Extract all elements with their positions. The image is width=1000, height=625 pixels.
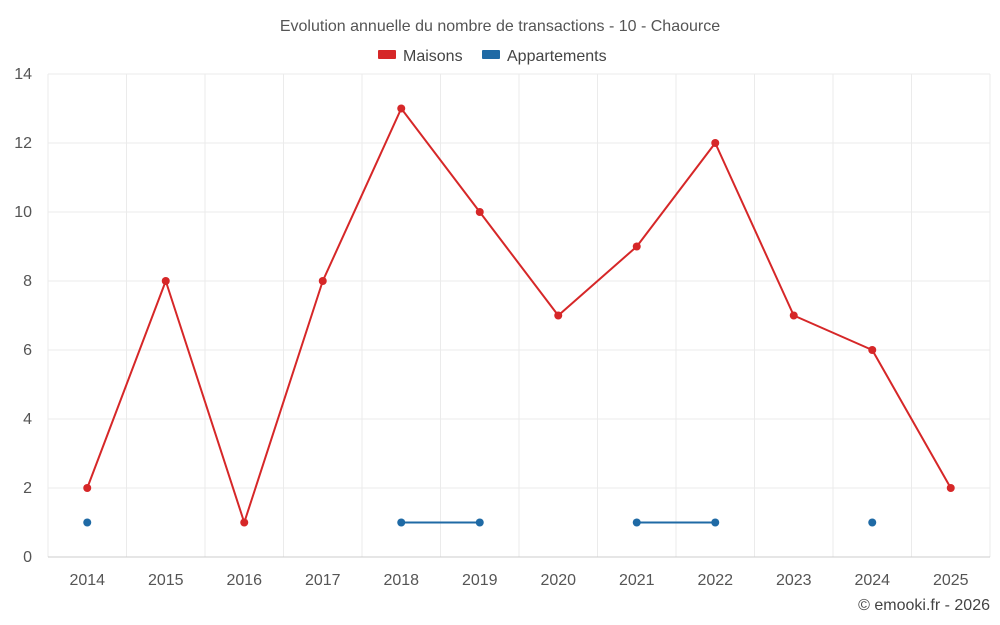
chart-title: Evolution annuelle du nombre de transact… <box>280 18 720 35</box>
x-tick-label: 2015 <box>148 572 184 589</box>
legend-item-appartements[interactable]: Appartements <box>482 48 607 65</box>
x-tick-label: 2017 <box>305 572 341 589</box>
data-point-maisons-2016 <box>240 518 249 527</box>
x-tick-label: 2014 <box>69 572 105 589</box>
data-point-appartements-2014 <box>83 518 92 527</box>
x-tick-label: 2016 <box>226 572 262 589</box>
data-point-maisons-2023 <box>789 311 798 320</box>
legend-label-appartements: Appartements <box>507 48 607 65</box>
data-point-appartements-2018 <box>397 518 406 527</box>
axes: 0 2 4 6 8 10 12 14 2014 2015 2016 2017 2018 2019 2020 2… <box>14 66 990 589</box>
legend-swatch-maisons <box>378 50 396 59</box>
series-appartements <box>83 518 877 527</box>
data-point-appartements-2021 <box>632 518 641 527</box>
data-point-maisons-2024 <box>868 346 877 354</box>
y-tick-label: 8 <box>23 273 32 290</box>
data-point-appartements-2019 <box>475 518 484 527</box>
legend-swatch-appartements <box>482 50 500 59</box>
data-point-maisons-2019 <box>475 208 484 216</box>
data-point-maisons-2020 <box>554 311 563 320</box>
data-point-maisons-2018 <box>397 104 406 113</box>
data-point-maisons-2021 <box>632 242 641 251</box>
data-point-maisons-2015 <box>161 277 170 285</box>
data-point-maisons-2022 <box>711 139 720 147</box>
x-tick-label: 2024 <box>854 572 890 589</box>
y-tick-label: 4 <box>23 411 32 428</box>
x-tick-label: 2018 <box>383 572 419 589</box>
data-point-maisons-2025 <box>946 484 955 492</box>
grid <box>47 73 991 557</box>
y-tick-label: 14 <box>14 66 32 83</box>
data-point-appartements-2022 <box>711 518 720 527</box>
x-tick-label: 2023 <box>776 572 812 589</box>
x-tick-label: 2020 <box>540 572 576 589</box>
series <box>83 104 955 527</box>
x-tick-label: 2022 <box>697 572 733 589</box>
data-point-maisons-2017 <box>318 277 327 285</box>
x-tick-label: 2019 <box>462 572 498 589</box>
y-tick-label: 2 <box>23 480 32 497</box>
series-maisons <box>83 104 955 527</box>
x-tick-label: 2021 <box>619 572 655 589</box>
data-point-maisons-2014 <box>83 484 92 492</box>
legend-item-maisons[interactable]: Maisons <box>378 48 463 65</box>
credit-text: © emooki.fr - 2026 <box>858 597 990 614</box>
y-tick-label: 0 <box>23 549 32 566</box>
series-line-maisons <box>86 107 952 524</box>
legend-label-maisons: Maisons <box>403 48 463 65</box>
data-point-appartements-2024 <box>868 518 877 527</box>
y-tick-label: 10 <box>14 204 32 221</box>
x-tick-label: 2025 <box>933 572 969 589</box>
y-tick-label: 12 <box>14 135 32 152</box>
legend: Maisons Appartements <box>378 48 607 65</box>
y-tick-label: 6 <box>23 342 32 359</box>
